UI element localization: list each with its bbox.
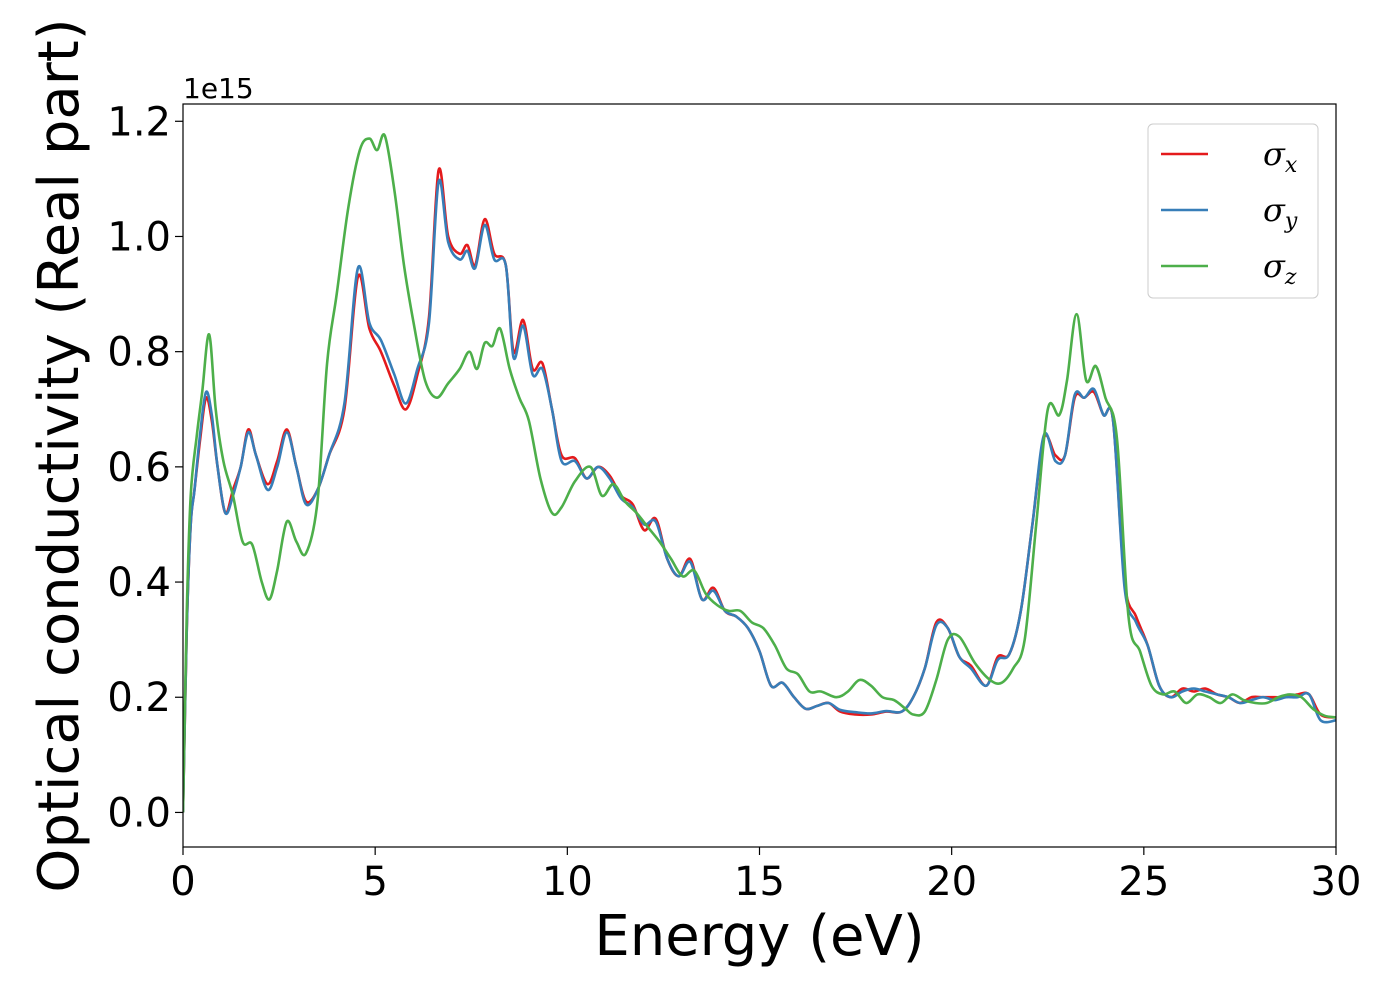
y-axis: 0.0 0.2 0.4 0.6 0.8 1.0 1.2	[107, 99, 183, 836]
y-tick-label: 0.8	[107, 330, 171, 376]
x-tick-label: 15	[734, 859, 785, 905]
x-tick-label: 0	[170, 859, 195, 905]
series-layer	[183, 133, 1336, 813]
x-tick-label: 10	[542, 859, 593, 905]
x-tick-label: 5	[362, 859, 387, 905]
y-tick-label: 1.2	[107, 99, 171, 145]
series-line-y	[183, 178, 1336, 813]
x-axis-title: Energy (eV)	[594, 904, 924, 969]
y-tick-label: 0.4	[107, 560, 171, 606]
x-axis: 0 5 10 15 20 25 30	[170, 847, 1361, 905]
legend-label-x: σx	[1263, 135, 1298, 178]
legend: σx σy σz	[1147, 123, 1319, 299]
y-tick-label: 0.6	[107, 445, 171, 491]
series-line-z	[183, 133, 1336, 813]
y-tick-label: 1.0	[107, 214, 171, 260]
y-tick-label: 0.2	[107, 675, 171, 721]
legend-box	[1147, 123, 1319, 299]
x-tick-label: 30	[1311, 859, 1362, 905]
legend-label-z: σz	[1263, 247, 1297, 290]
y-axis-title: Optical conductivity (Real part)	[27, 18, 92, 892]
x-tick-label: 25	[1118, 859, 1169, 905]
x-tick-label: 20	[926, 859, 977, 905]
y-tick-label: 0.0	[107, 790, 171, 836]
legend-label-y: σy	[1263, 191, 1298, 234]
y-offset-label: 1e15	[183, 72, 254, 105]
